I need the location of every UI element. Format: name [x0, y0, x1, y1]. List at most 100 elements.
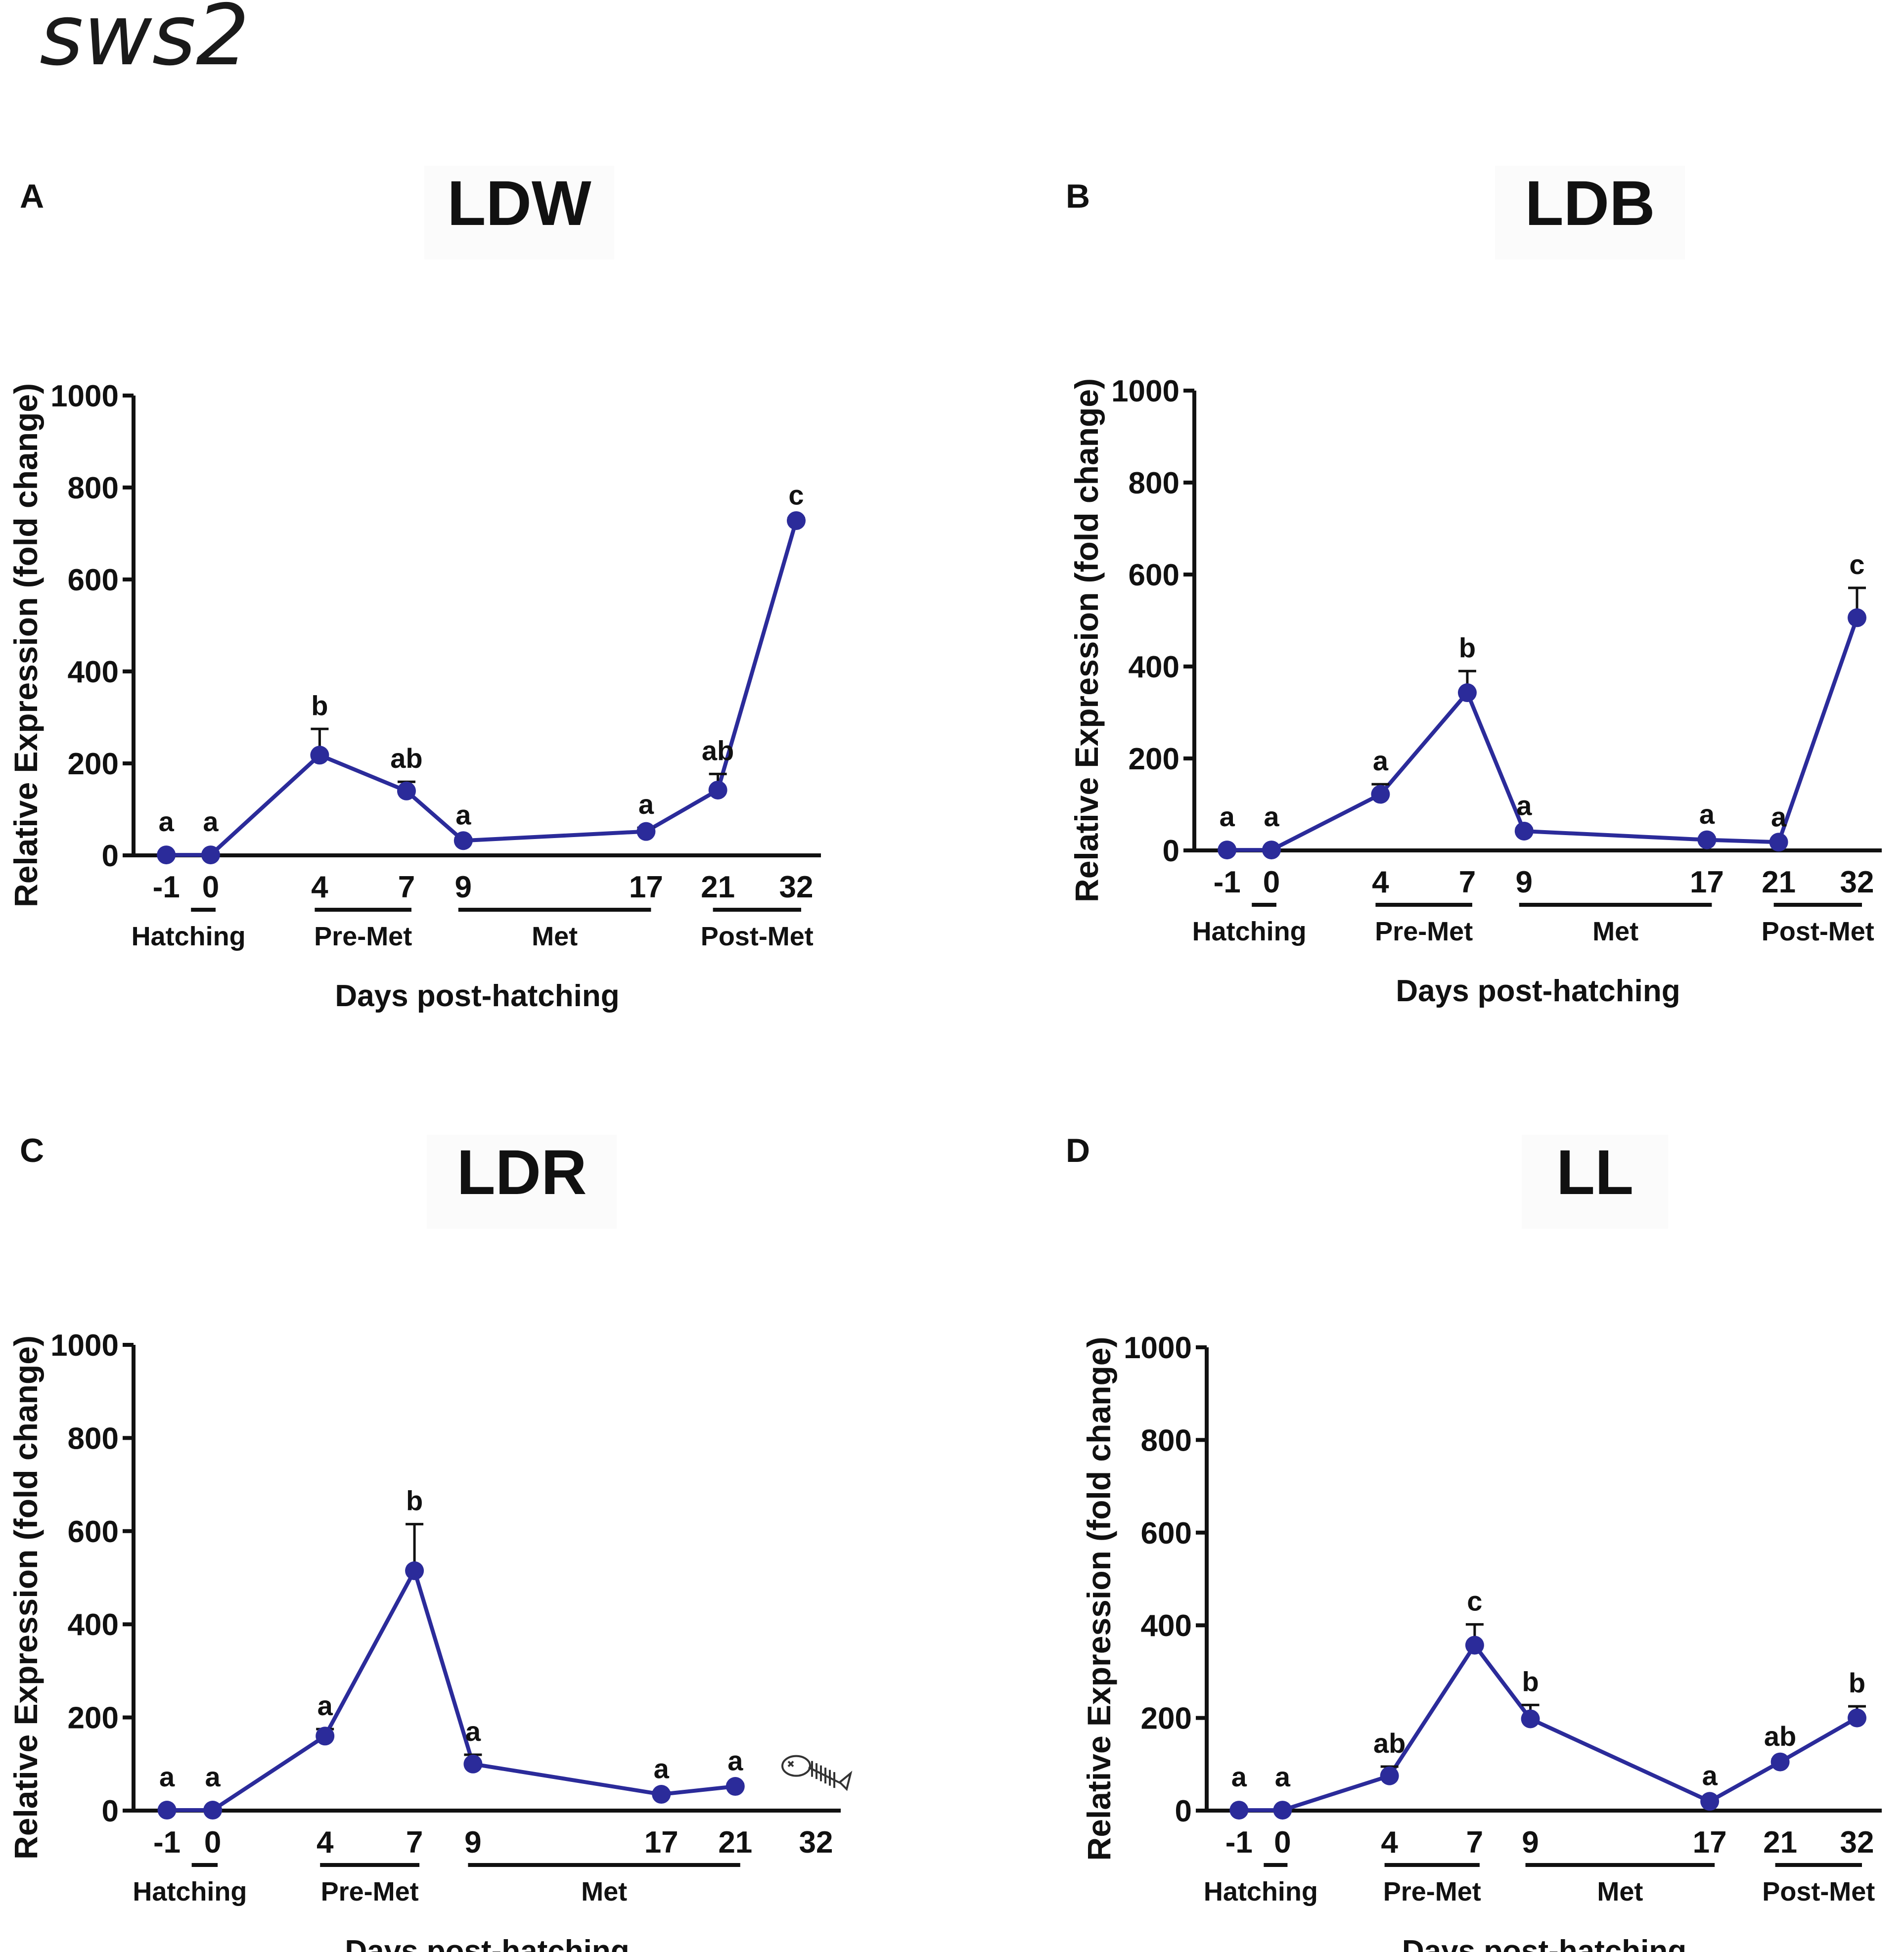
series-line [166, 520, 798, 857]
x-tick-label: 17 [629, 870, 663, 904]
data-point [1521, 1709, 1540, 1729]
x-axis-label: Days post-hatching [335, 979, 619, 1013]
y-tick-label: 0 [1163, 834, 1179, 868]
stage-label: Pre-Met [1375, 917, 1473, 946]
x-tick-label: 4 [311, 870, 328, 904]
data-point [1371, 785, 1390, 804]
significance-label: a [317, 1690, 333, 1721]
series-line [167, 1565, 736, 1813]
significance-label: ab [702, 735, 734, 766]
data-point [636, 822, 656, 841]
x-tick-label: 9 [455, 870, 472, 904]
data-point [463, 1754, 483, 1774]
y-tick-label: 1000 [50, 379, 119, 413]
stage-label: Met [1592, 917, 1638, 946]
x-tick-label: -1 [1225, 1825, 1253, 1860]
chart-panel-a: A LDW 0 200 400 600 800 1000 -1 0 4 7 9 17 21 32 Hatchin… [7, 166, 821, 1013]
data-point [1770, 1752, 1790, 1772]
panel-letter: A [20, 177, 44, 215]
y-tick-label: 400 [68, 1608, 119, 1642]
data-point [1514, 821, 1534, 841]
chart-panel-d: D LL 0 200 400 600 800 1000 -1 0 4 7 9 17 21 32 Hatching… [1066, 1132, 1882, 1952]
y-tick-label: 200 [1129, 742, 1179, 776]
y-axis-label: Relative Expression (fold change) [7, 383, 44, 907]
data-point [405, 1561, 424, 1580]
x-tick-label: 7 [406, 1825, 423, 1860]
x-tick-label: -1 [153, 1825, 181, 1860]
y-tick-label: 200 [68, 1701, 119, 1735]
chart-title: LDB [1525, 168, 1655, 239]
significance-label: b [1459, 632, 1476, 663]
y-tick-label: 200 [1141, 1702, 1192, 1736]
series-line [1239, 1641, 1858, 1813]
x-tick-label: 7 [1459, 865, 1476, 899]
stage-label: Met [1597, 1877, 1643, 1907]
data-point [203, 1801, 223, 1820]
x-tick-label: 4 [317, 1825, 334, 1860]
data-point [1273, 1801, 1292, 1820]
y-axis-label: Relative Expression (fold change) [1081, 1337, 1117, 1861]
significance-label: a [203, 806, 219, 837]
significance-label: a [159, 806, 175, 837]
significance-label: a [654, 1753, 670, 1784]
y-tick-label: 800 [68, 471, 119, 505]
significance-label: a [1231, 1761, 1247, 1792]
stage-label: Met [532, 922, 578, 951]
significance-label: ab [390, 743, 422, 774]
significance-label: a [465, 1716, 481, 1747]
data-point [201, 845, 220, 865]
figure-title: sws2 [40, 0, 249, 85]
x-tick-label: 9 [1516, 865, 1533, 899]
data-point [1218, 841, 1237, 860]
data-point [708, 780, 727, 799]
significance-label: c [1849, 549, 1864, 580]
data-point [1769, 833, 1788, 852]
fish-eye [787, 1761, 794, 1768]
significance-label: c [1467, 1585, 1482, 1616]
significance-label: b [1522, 1666, 1539, 1697]
significance-label: a [1264, 801, 1279, 832]
stage-label: Post-Met [1762, 917, 1874, 946]
stage-label: Hatching [132, 922, 246, 951]
stage-label: Hatching [1204, 1877, 1318, 1907]
y-axis-label: Relative Expression (fold change) [7, 1335, 44, 1860]
x-tick-label: -1 [1214, 865, 1241, 899]
chart-title: LDW [447, 168, 591, 239]
fish-tail [839, 1771, 853, 1791]
significance-label: a [1702, 1760, 1718, 1791]
x-tick-label: 0 [1274, 1825, 1291, 1860]
y-tick-label: 400 [1141, 1609, 1192, 1643]
stage-label: Post-Met [1762, 1877, 1875, 1907]
stage-label: Hatching [133, 1877, 247, 1907]
y-tick-label: 800 [1141, 1423, 1192, 1458]
data-point [1697, 830, 1717, 849]
stage-label: Hatching [1192, 917, 1307, 946]
data-point [316, 1727, 335, 1746]
y-tick-label: 1000 [1111, 374, 1179, 408]
data-point [453, 831, 473, 850]
stage-label: Pre-Met [314, 922, 412, 951]
data-point [157, 845, 176, 865]
significance-label: b [1849, 1667, 1865, 1698]
x-axis-label: Days post-hatching [1402, 1934, 1686, 1952]
x-tick-label: -1 [153, 870, 180, 904]
chart-title: LDR [456, 1137, 587, 1208]
y-tick-label: 800 [68, 1421, 119, 1456]
y-tick-label: 600 [1141, 1516, 1192, 1551]
data-point [1848, 1708, 1866, 1728]
chart-title-box [1495, 166, 1685, 260]
data-point [787, 511, 806, 530]
significance-label: a [1220, 801, 1235, 832]
significance-label: a [1516, 790, 1532, 821]
data-point [725, 1777, 745, 1796]
x-tick-label: 32 [1840, 865, 1874, 899]
x-tick-label: 21 [718, 1825, 752, 1860]
chart-panel-c: C LDR 0 200 400 600 800 1000 -1 0 4 7 9 17 21 32 Hatchin… [7, 1132, 853, 1952]
y-tick-label: 800 [1129, 466, 1179, 500]
dead-fish-icon [781, 1755, 853, 1791]
stage-label: Post-Met [701, 922, 814, 951]
panels: A LDW 0 200 400 600 800 1000 -1 0 4 7 9 17 21 32 Hatchin… [7, 166, 1882, 1952]
data-point [397, 781, 416, 800]
x-tick-label: 9 [1522, 1825, 1539, 1860]
significance-label: a [1275, 1761, 1291, 1792]
